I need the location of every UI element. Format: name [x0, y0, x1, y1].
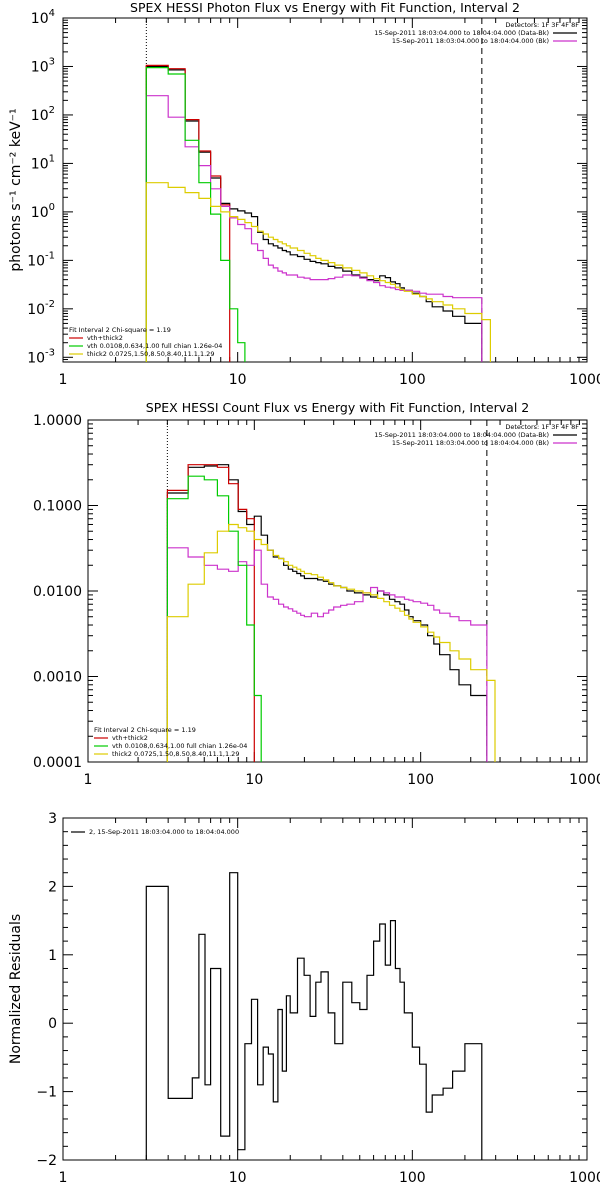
- x-tick-label: 100: [399, 1170, 426, 1186]
- series-group: [166, 464, 496, 762]
- series-line-4: [166, 475, 262, 762]
- chart-panel-2: 1 10 100 1000 0.0001 0.0010 0.0100 0.1000 1.0000…: [33, 400, 600, 788]
- legend-bottom-left-text: thick2 0.0725,1.50,8.50,8.40,11.1,1.29: [87, 350, 214, 358]
- plot-frame: [62, 17, 588, 363]
- y-tick-label: 2: [48, 879, 57, 895]
- y-tick-label: 0.0100: [33, 584, 82, 600]
- y-tick-label: 100: [31, 202, 55, 221]
- legend-top-right-text: Detectors: 1F 3F 4F 8F: [505, 21, 579, 29]
- y-tick-exponent: 1: [49, 153, 55, 164]
- y-tick-base: 10: [31, 59, 49, 75]
- y-tick-base: 10: [27, 302, 45, 318]
- y-tick-exponent: 0: [49, 202, 55, 213]
- y-tick-label: 0.0001: [33, 755, 82, 771]
- chart-panel-3: 1 10 100 1000 −2 −1 0 1 2 3 Normalized Residuals 2,…: [8, 811, 600, 1186]
- y-tick-label: 103: [31, 56, 55, 75]
- legend-bottom-left-text: vth 0.0108,0.634,1.00 full chian 1.26e-0…: [112, 742, 247, 750]
- legend-bottom-left-text: vth 0.0108,0.634,1.00 full chian 1.26e-0…: [87, 342, 222, 350]
- legend-bottom-left-text: thick2 0.0725,1.50,8.50,8.40,11.1,1.29: [112, 750, 239, 758]
- series-line-3: [145, 95, 483, 362]
- y-tick-label: 101: [31, 153, 55, 172]
- x-tick-label: 10: [229, 1170, 247, 1186]
- legend-bottom-left-text: vth+thick2: [112, 734, 148, 742]
- y-tick-exponent: -3: [45, 347, 55, 358]
- y-tick-exponent: 3: [49, 56, 55, 67]
- series-line-1: [145, 65, 483, 362]
- x-tick-label: 1000: [569, 772, 600, 788]
- x-tick-label: 1: [59, 372, 68, 388]
- y-tick-base: 10: [27, 350, 45, 366]
- legend-top-right-text: 15-Sep-2011 18:03:04.000 to 18:04:04.000…: [392, 37, 549, 45]
- legend-top-right-text: 15-Sep-2011 18:03:04.000 to 18:04:04.000…: [374, 431, 549, 439]
- series-line-1: [166, 464, 488, 762]
- series-line-2: [166, 464, 255, 762]
- y-tick-label: 102: [31, 105, 55, 124]
- series-group: [145, 872, 483, 1160]
- chart-title: SPEX HESSI Photon Flux vs Energy with Fi…: [130, 0, 520, 15]
- y-tick-label: 10-1: [27, 250, 55, 269]
- y-tick-base: 10: [27, 253, 45, 269]
- y-tick-base: 10: [31, 11, 49, 27]
- series-group: [145, 64, 491, 362]
- x-tick-label: 1000: [569, 372, 600, 388]
- legend-top-right-text: 15-Sep-2011 18:03:04.000 to 18:04:04.000…: [392, 439, 549, 447]
- y-tick-label: 104: [31, 8, 55, 27]
- y-tick-base: 10: [31, 108, 49, 124]
- y-tick-label: −1: [36, 1085, 57, 1101]
- series-line-1: [145, 872, 483, 1160]
- x-tick-label: 100: [399, 372, 426, 388]
- y-tick-base: 10: [31, 156, 49, 172]
- legend-top-right-text: 15-Sep-2011 18:03:04.000 to 18:04:04.000…: [374, 29, 549, 37]
- y-tick-label: 1: [48, 948, 57, 964]
- y-tick-label: 10-2: [27, 299, 55, 318]
- y-tick-exponent: 4: [49, 8, 55, 19]
- y-tick-label: 0.1000: [33, 499, 82, 515]
- x-tick-label: 10: [245, 772, 263, 788]
- series-line-5: [166, 523, 496, 762]
- x-tick-label: 10: [229, 372, 247, 388]
- legend-top-right-text: Detectors: 1F 3F 4F 8F: [505, 423, 579, 431]
- plot-frame: [62, 817, 588, 1161]
- legend-top-left-text: 2, 15-Sep-2011 18:03:04.000 to 18:04:04.…: [89, 828, 239, 836]
- y-axis-label: Normalized Residuals: [8, 914, 24, 1064]
- chart-title: SPEX HESSI Count Flux vs Energy with Fit…: [146, 400, 529, 415]
- series-line-2: [145, 64, 231, 362]
- x-tick-label: 100: [407, 772, 434, 788]
- x-tick-label: 1: [59, 1170, 68, 1186]
- y-tick-label: 0.0010: [33, 670, 82, 686]
- y-tick-label: 10-3: [27, 347, 55, 366]
- y-axis-label: photons s⁻¹ cm⁻² keV⁻¹: [8, 108, 24, 271]
- y-tick-exponent: -1: [45, 250, 55, 261]
- y-tick-label: 3: [48, 811, 57, 827]
- legend-bottom-left-text: Fit Interval 2 Chi-square = 1.19: [94, 726, 196, 734]
- y-tick-exponent: -2: [45, 299, 55, 310]
- legend-bottom-left-text: Fit Interval 2 Chi-square = 1.19: [69, 326, 171, 334]
- x-tick-label: 1: [84, 772, 93, 788]
- plot-frame: [87, 419, 588, 763]
- legend-bottom-left-text: vth+thick2: [87, 334, 123, 342]
- y-tick-base: 10: [31, 205, 49, 221]
- y-tick-label: 0: [48, 1016, 57, 1032]
- y-tick-label: 1.0000: [33, 413, 82, 429]
- chart-panel-1: 110100100010-310-210-1100101102103104SPE…: [8, 0, 600, 388]
- y-tick-label: −2: [36, 1153, 57, 1169]
- series-line-5: [145, 182, 491, 362]
- series-line-3: [166, 547, 488, 762]
- y-tick-exponent: 2: [49, 105, 55, 116]
- x-tick-label: 1000: [569, 1170, 600, 1186]
